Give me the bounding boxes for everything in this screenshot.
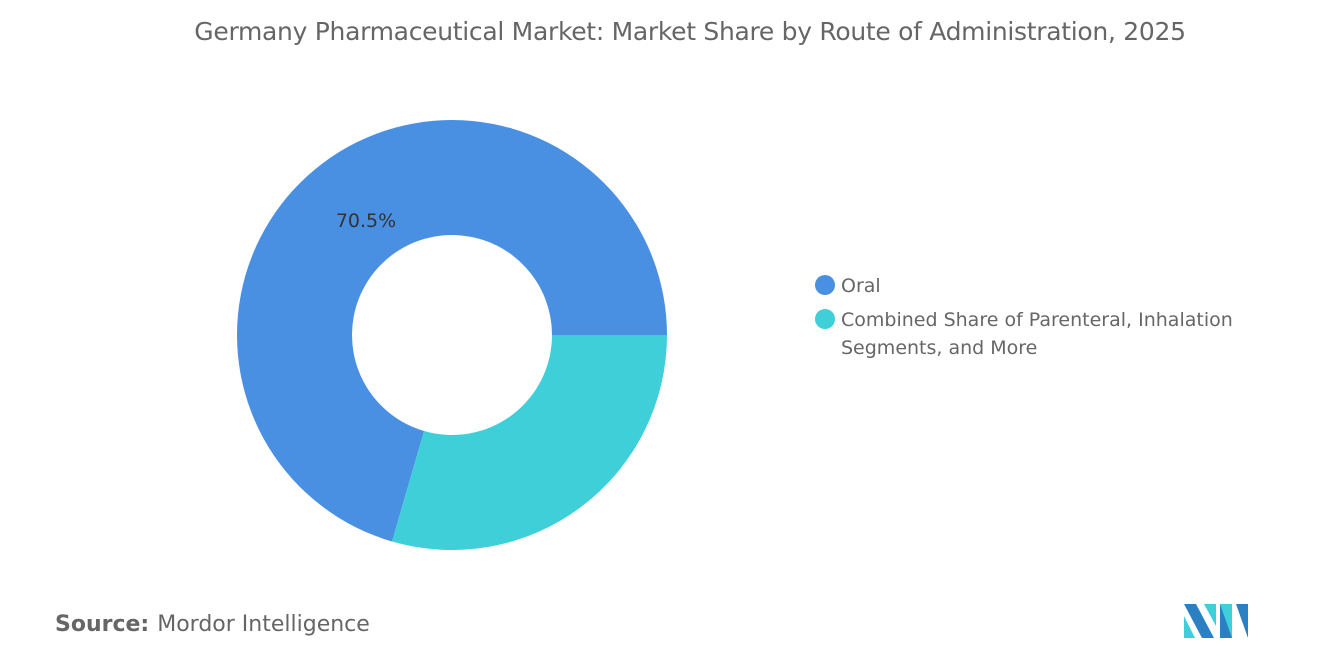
source-note: Source: Mordor Intelligence (55, 612, 370, 637)
legend-label: Combined Share of Parenteral, Inhalation… (841, 309, 1233, 359)
legend-item-combined: Combined Share of Parenteral, Inhalation… (815, 306, 1261, 362)
donut-slice-0 (237, 119, 668, 542)
legend-swatch (815, 309, 835, 329)
legend-item-oral: Oral (815, 272, 1261, 300)
data-label-oral: 70.5% (336, 210, 396, 232)
legend-label: Oral (841, 275, 881, 297)
source-value: Mordor Intelligence (157, 612, 370, 637)
mordor-logo-icon (1184, 604, 1248, 638)
donut-slice-1 (392, 335, 667, 550)
legend: Oral Combined Share of Parenteral, Inhal… (815, 272, 1261, 368)
source-label: Source: (55, 612, 150, 637)
chart-title: Germany Pharmaceutical Market: Market Sh… (194, 17, 1186, 46)
legend-swatch (815, 275, 835, 295)
